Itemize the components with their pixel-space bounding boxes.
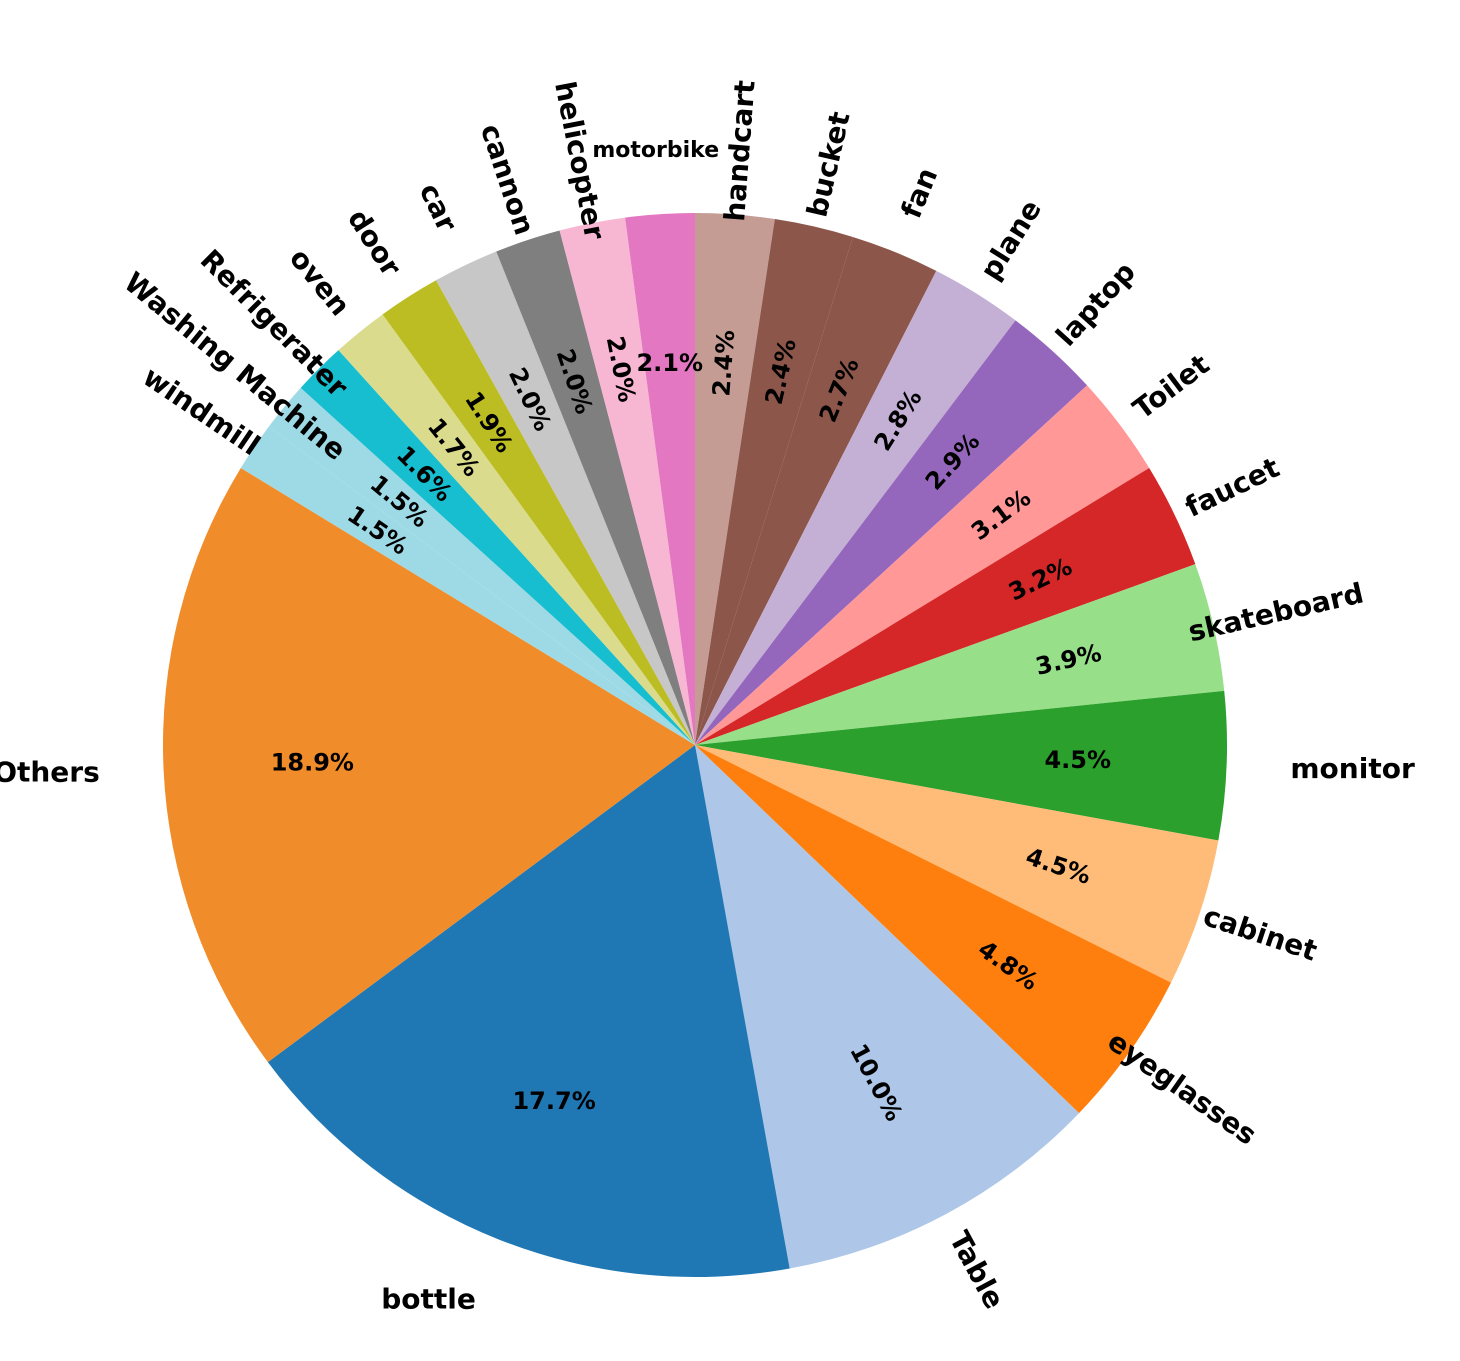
- category-label-motorbike: motorbike: [592, 138, 719, 163]
- pie-slice-fan: [695, 236, 937, 745]
- category-label-eyeglasses: eyeglasses: [1102, 1025, 1263, 1152]
- category-label-toilet: Toilet: [1127, 348, 1216, 426]
- pct-label-bottle: 17.7%: [512, 1087, 595, 1115]
- category-label-skateboard: skateboard: [1185, 576, 1366, 648]
- pie-slice-handcart: [695, 213, 775, 745]
- category-label-faucet: faucet: [1180, 451, 1284, 524]
- pie-slice-door: [382, 280, 695, 745]
- pie-slices: [162, 213, 1227, 1277]
- category-label-bucket: bucket: [800, 109, 856, 221]
- pie-slice-bottle: [267, 745, 790, 1277]
- category-label-fan: fan: [894, 163, 944, 223]
- pie-slice-windmill: [240, 426, 695, 745]
- pie-slice-plane: [695, 270, 1016, 745]
- category-label-cannon: cannon: [474, 120, 541, 239]
- pie-slice-table: [695, 745, 1080, 1269]
- category-label-others: Others: [0, 756, 100, 789]
- pie-slice-toilet: [695, 385, 1150, 745]
- category-label-monitor: monitor: [1290, 752, 1415, 785]
- pct-label-others: 18.9%: [271, 748, 354, 776]
- pie-slice-faucet: [695, 467, 1196, 745]
- pct-label-monitor: 4.5%: [1044, 746, 1111, 774]
- category-label-bottle: bottle: [381, 1283, 476, 1316]
- category-label-plane: plane: [974, 194, 1048, 286]
- category-label-table: Table: [943, 1226, 1011, 1315]
- category-label-door: door: [341, 203, 408, 282]
- pct-label-handcart: 2.4%: [707, 329, 740, 397]
- pie-slice-car: [436, 251, 695, 745]
- pie-slice-others: [162, 467, 695, 1063]
- pie-slice-washing-machine: [268, 387, 695, 745]
- pie-slice-skateboard: [695, 564, 1225, 745]
- pie-slice-monitor: [695, 690, 1227, 841]
- pie-slice-eyeglasses: [695, 745, 1172, 1114]
- pie-slice-helicopter: [559, 217, 695, 745]
- category-label-oven: oven: [283, 242, 357, 322]
- pie-slice-cabinet: [695, 745, 1219, 983]
- pie-slice-laptop: [695, 320, 1088, 745]
- category-label-cabinet: cabinet: [1199, 899, 1321, 967]
- category-label-laptop: laptop: [1049, 255, 1141, 352]
- pie-slice-motorbike: [625, 213, 695, 745]
- pie-slice-cannon: [496, 230, 695, 746]
- pie-slice-oven: [338, 314, 695, 745]
- category-label-handcart: handcart: [718, 79, 762, 223]
- pct-label-motorbike: 2.1%: [636, 349, 703, 377]
- category-label-car: car: [413, 178, 464, 237]
- pie-slice-bucket: [695, 219, 853, 745]
- pie-slice-refrigerater: [300, 350, 695, 745]
